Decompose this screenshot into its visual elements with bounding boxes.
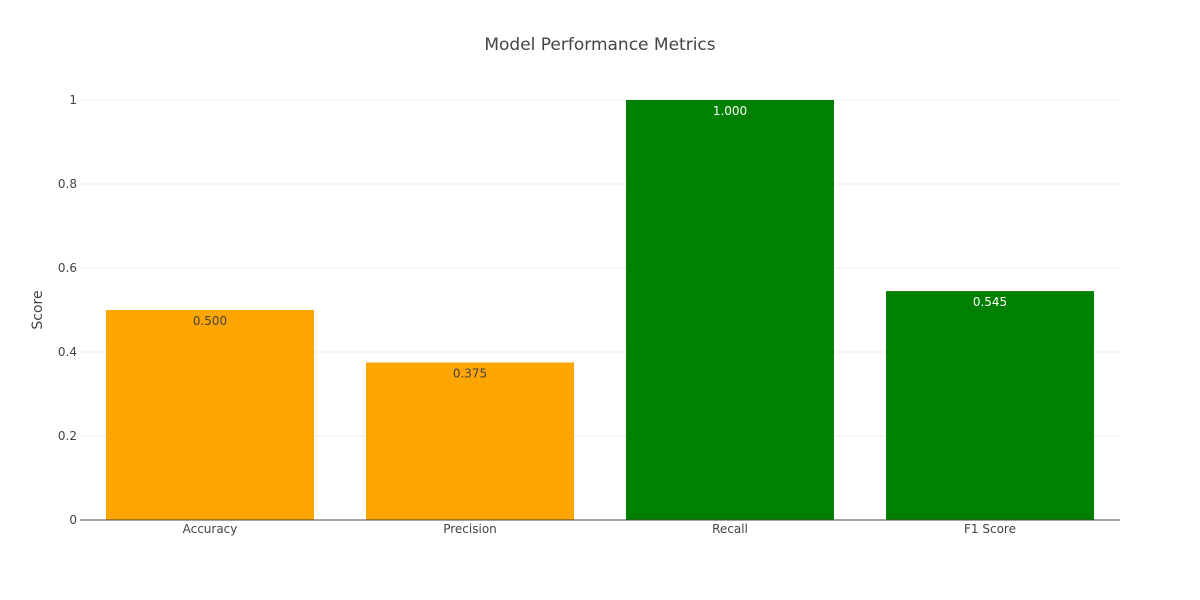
x-tick-label: Accuracy xyxy=(183,522,238,536)
data-label: 0.545 xyxy=(973,295,1007,309)
y-tick-label: 0.6 xyxy=(58,261,77,275)
bar-recall xyxy=(626,100,834,520)
y-tick-label: 0 xyxy=(69,513,77,527)
bar-precision xyxy=(366,363,574,521)
x-tick-label: Recall xyxy=(712,522,748,536)
x-axis-ticks: Accuracy Precision Recall F1 Score xyxy=(183,522,1016,536)
x-tick-label: Precision xyxy=(443,522,497,536)
bar-accuracy xyxy=(106,310,314,520)
bar-f1-score xyxy=(886,291,1094,520)
data-label: 0.500 xyxy=(193,314,227,328)
y-axis-ticks: 0 0.2 0.4 0.6 0.8 1 xyxy=(58,93,77,527)
x-tick-label: F1 Score xyxy=(964,522,1016,536)
y-axis-label: Score xyxy=(30,290,46,329)
data-label: 0.375 xyxy=(453,367,487,381)
y-tick-label: 1 xyxy=(69,93,77,107)
data-label: 1.000 xyxy=(713,104,747,118)
bars: 0.500 0.375 1.000 0.545 xyxy=(106,100,1094,520)
y-tick-label: 0.8 xyxy=(58,177,77,191)
chart-title: Model Performance Metrics xyxy=(484,35,715,55)
y-tick-label: 0.4 xyxy=(58,345,77,359)
y-tick-label: 0.2 xyxy=(58,429,77,443)
